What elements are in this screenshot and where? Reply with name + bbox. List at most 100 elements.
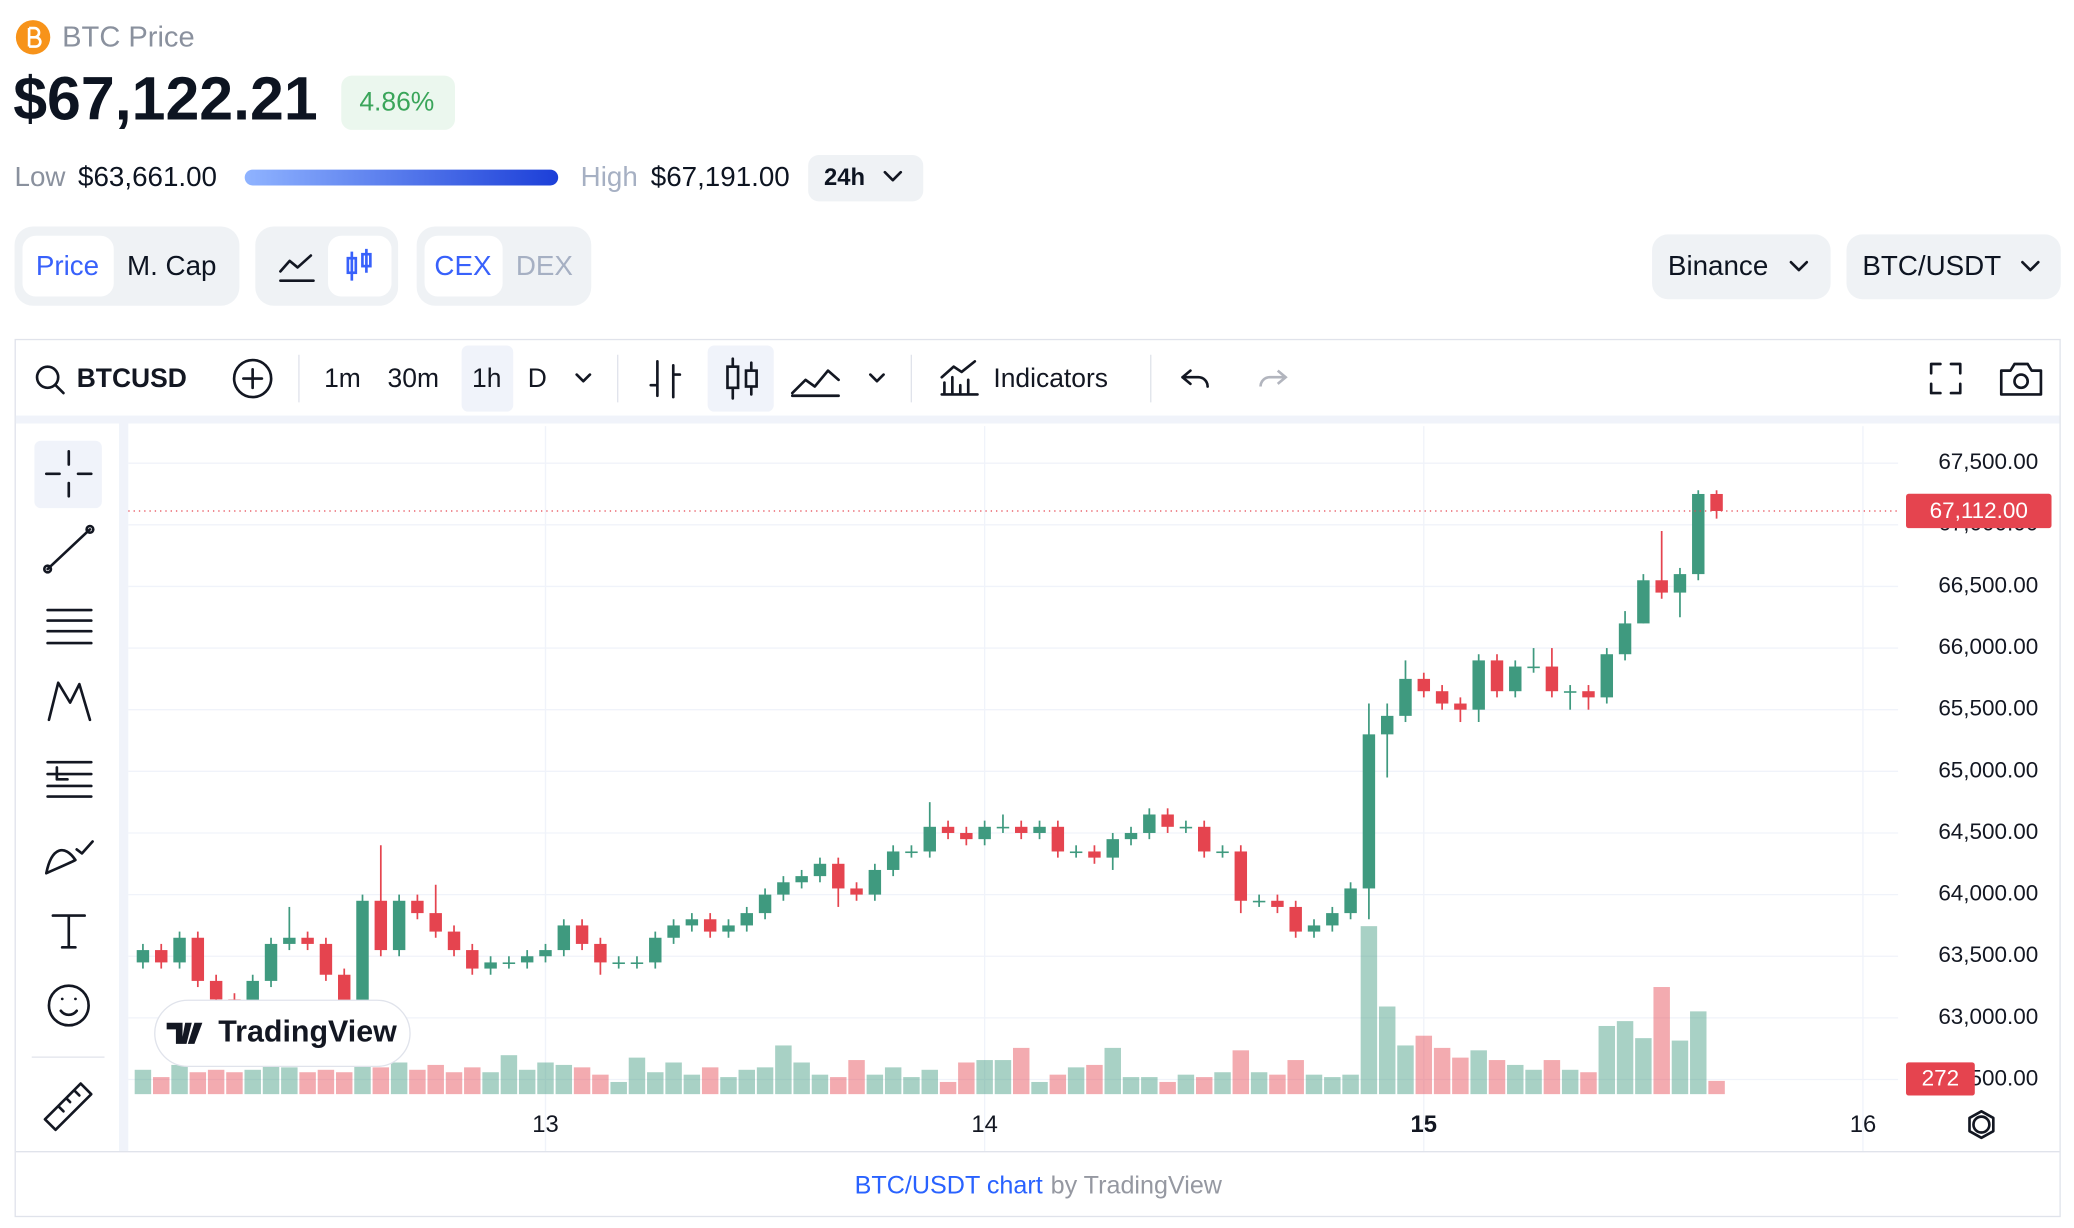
tab-active[interactable] (328, 235, 392, 297)
candle-body (1033, 826, 1046, 833)
candle-body (484, 962, 497, 969)
exchange-dropdown[interactable] (1652, 234, 1831, 300)
interval[interactable]: D (528, 363, 547, 393)
footer-link[interactable]: BTC/USDT chart (855, 1171, 1043, 1199)
trendline-icon[interactable] (46, 528, 92, 571)
pattern-icon[interactable] (47, 681, 92, 722)
tab-active[interactable] (22, 235, 114, 297)
brush-icon[interactable] (44, 840, 94, 875)
volume-bar (244, 1069, 261, 1095)
interval[interactable]: 1h (472, 363, 501, 393)
candle-body (1454, 703, 1467, 710)
volume-bar (1433, 1047, 1451, 1095)
volume-bar (390, 1062, 408, 1095)
volume-bar (189, 1072, 207, 1095)
fib-icon[interactable] (46, 608, 93, 645)
candle-body (667, 925, 680, 938)
emoji-icon[interactable] (47, 984, 90, 1027)
y-tick-label: 67,500.00 (1938, 449, 2038, 474)
bars-icon[interactable] (649, 360, 682, 399)
compare-icon[interactable] (232, 358, 273, 399)
range-dropdown[interactable] (808, 155, 924, 202)
candle-body (1637, 580, 1650, 624)
pair: BTC/USDT (1862, 250, 2001, 281)
tab-price[interactable]: Price (36, 250, 99, 281)
fullscreen-icon[interactable] (1929, 362, 1962, 395)
last-volume-box (1906, 1062, 1975, 1096)
volume-bar (482, 1072, 499, 1095)
redo-icon[interactable] (1259, 369, 1288, 387)
tab-mcap[interactable]: M. Cap (127, 250, 216, 281)
change: 4.86% (359, 86, 434, 116)
candles-icon (726, 365, 740, 390)
volume-bar (207, 1069, 225, 1095)
volume-bar (683, 1074, 701, 1095)
interval[interactable]: 1m (324, 363, 361, 393)
candle-body (832, 863, 845, 889)
volume-bar (1580, 1072, 1597, 1095)
y-tick-label: 65,500.00 (1938, 696, 2038, 721)
emoji-icon (59, 997, 79, 1017)
settings-icon[interactable] (1972, 1115, 1991, 1134)
candle-body (1106, 839, 1119, 858)
symbol[interactable]: BTCUSD (77, 363, 187, 393)
ruler-icon[interactable] (43, 1082, 93, 1132)
volume-bar (427, 1064, 444, 1095)
candles-active[interactable] (707, 345, 774, 412)
high-label: High (581, 161, 638, 192)
candle-body (978, 826, 991, 840)
volume-bar (262, 1064, 280, 1095)
volume-bar (153, 1077, 170, 1095)
candle-body (905, 851, 918, 854)
candle-body (1289, 906, 1302, 932)
chevron[interactable] (869, 373, 885, 383)
forecast-icon[interactable] (46, 760, 93, 798)
volume-bar (628, 1057, 646, 1095)
area-icon[interactable] (790, 369, 840, 398)
volume-bar (171, 1064, 188, 1095)
chart-frame (14, 338, 2061, 1218)
chevron[interactable] (575, 373, 592, 383)
interval-active[interactable] (461, 345, 514, 412)
candle-body (1344, 888, 1357, 914)
candle-body (1600, 654, 1614, 698)
trendline-icon (85, 524, 95, 534)
volume-bar (299, 1072, 316, 1095)
undo-icon[interactable] (1181, 369, 1209, 388)
indicators-icon[interactable] (940, 360, 979, 396)
text-icon[interactable] (51, 914, 86, 949)
candle-body (283, 937, 296, 944)
volume-bar (1049, 1074, 1067, 1095)
candle-body (1563, 691, 1577, 693)
volume-bar (592, 1074, 609, 1095)
volume-bar (354, 1064, 371, 1095)
volume-bar (830, 1077, 847, 1095)
candle-body (1673, 574, 1687, 593)
volume-bar (1122, 1077, 1140, 1095)
tab-active[interactable] (424, 235, 503, 297)
tab-dex[interactable]: DEX (516, 250, 573, 281)
line-chart-icon[interactable] (279, 254, 315, 283)
candle-body (1380, 715, 1394, 735)
volume-bar (1342, 1074, 1359, 1095)
overlay: TradingView (154, 999, 1995, 1140)
interval[interactable]: 30m (388, 363, 439, 393)
candle-body (392, 900, 406, 951)
volume-bar (921, 1069, 938, 1095)
x-tick-label: 14 (971, 1111, 997, 1138)
volume-bar (1269, 1074, 1286, 1095)
volume-bar (1708, 1080, 1725, 1095)
volume-bar (1488, 1060, 1506, 1095)
search-icon[interactable] (35, 365, 60, 390)
volume-bar (775, 1045, 792, 1095)
camera-icon[interactable] (1999, 362, 2043, 396)
tab-cex[interactable]: CEX (434, 250, 491, 281)
pair-dropdown[interactable] (1846, 234, 2061, 300)
last-volume-label: 272 (1922, 1066, 1959, 1091)
candle-body (1435, 691, 1449, 704)
indicators[interactable]: Indicators (993, 363, 1108, 393)
candle-body (685, 919, 699, 926)
crosshair-active[interactable] (34, 440, 102, 509)
volume-bar (1250, 1072, 1268, 1095)
candle-body (1326, 913, 1339, 926)
